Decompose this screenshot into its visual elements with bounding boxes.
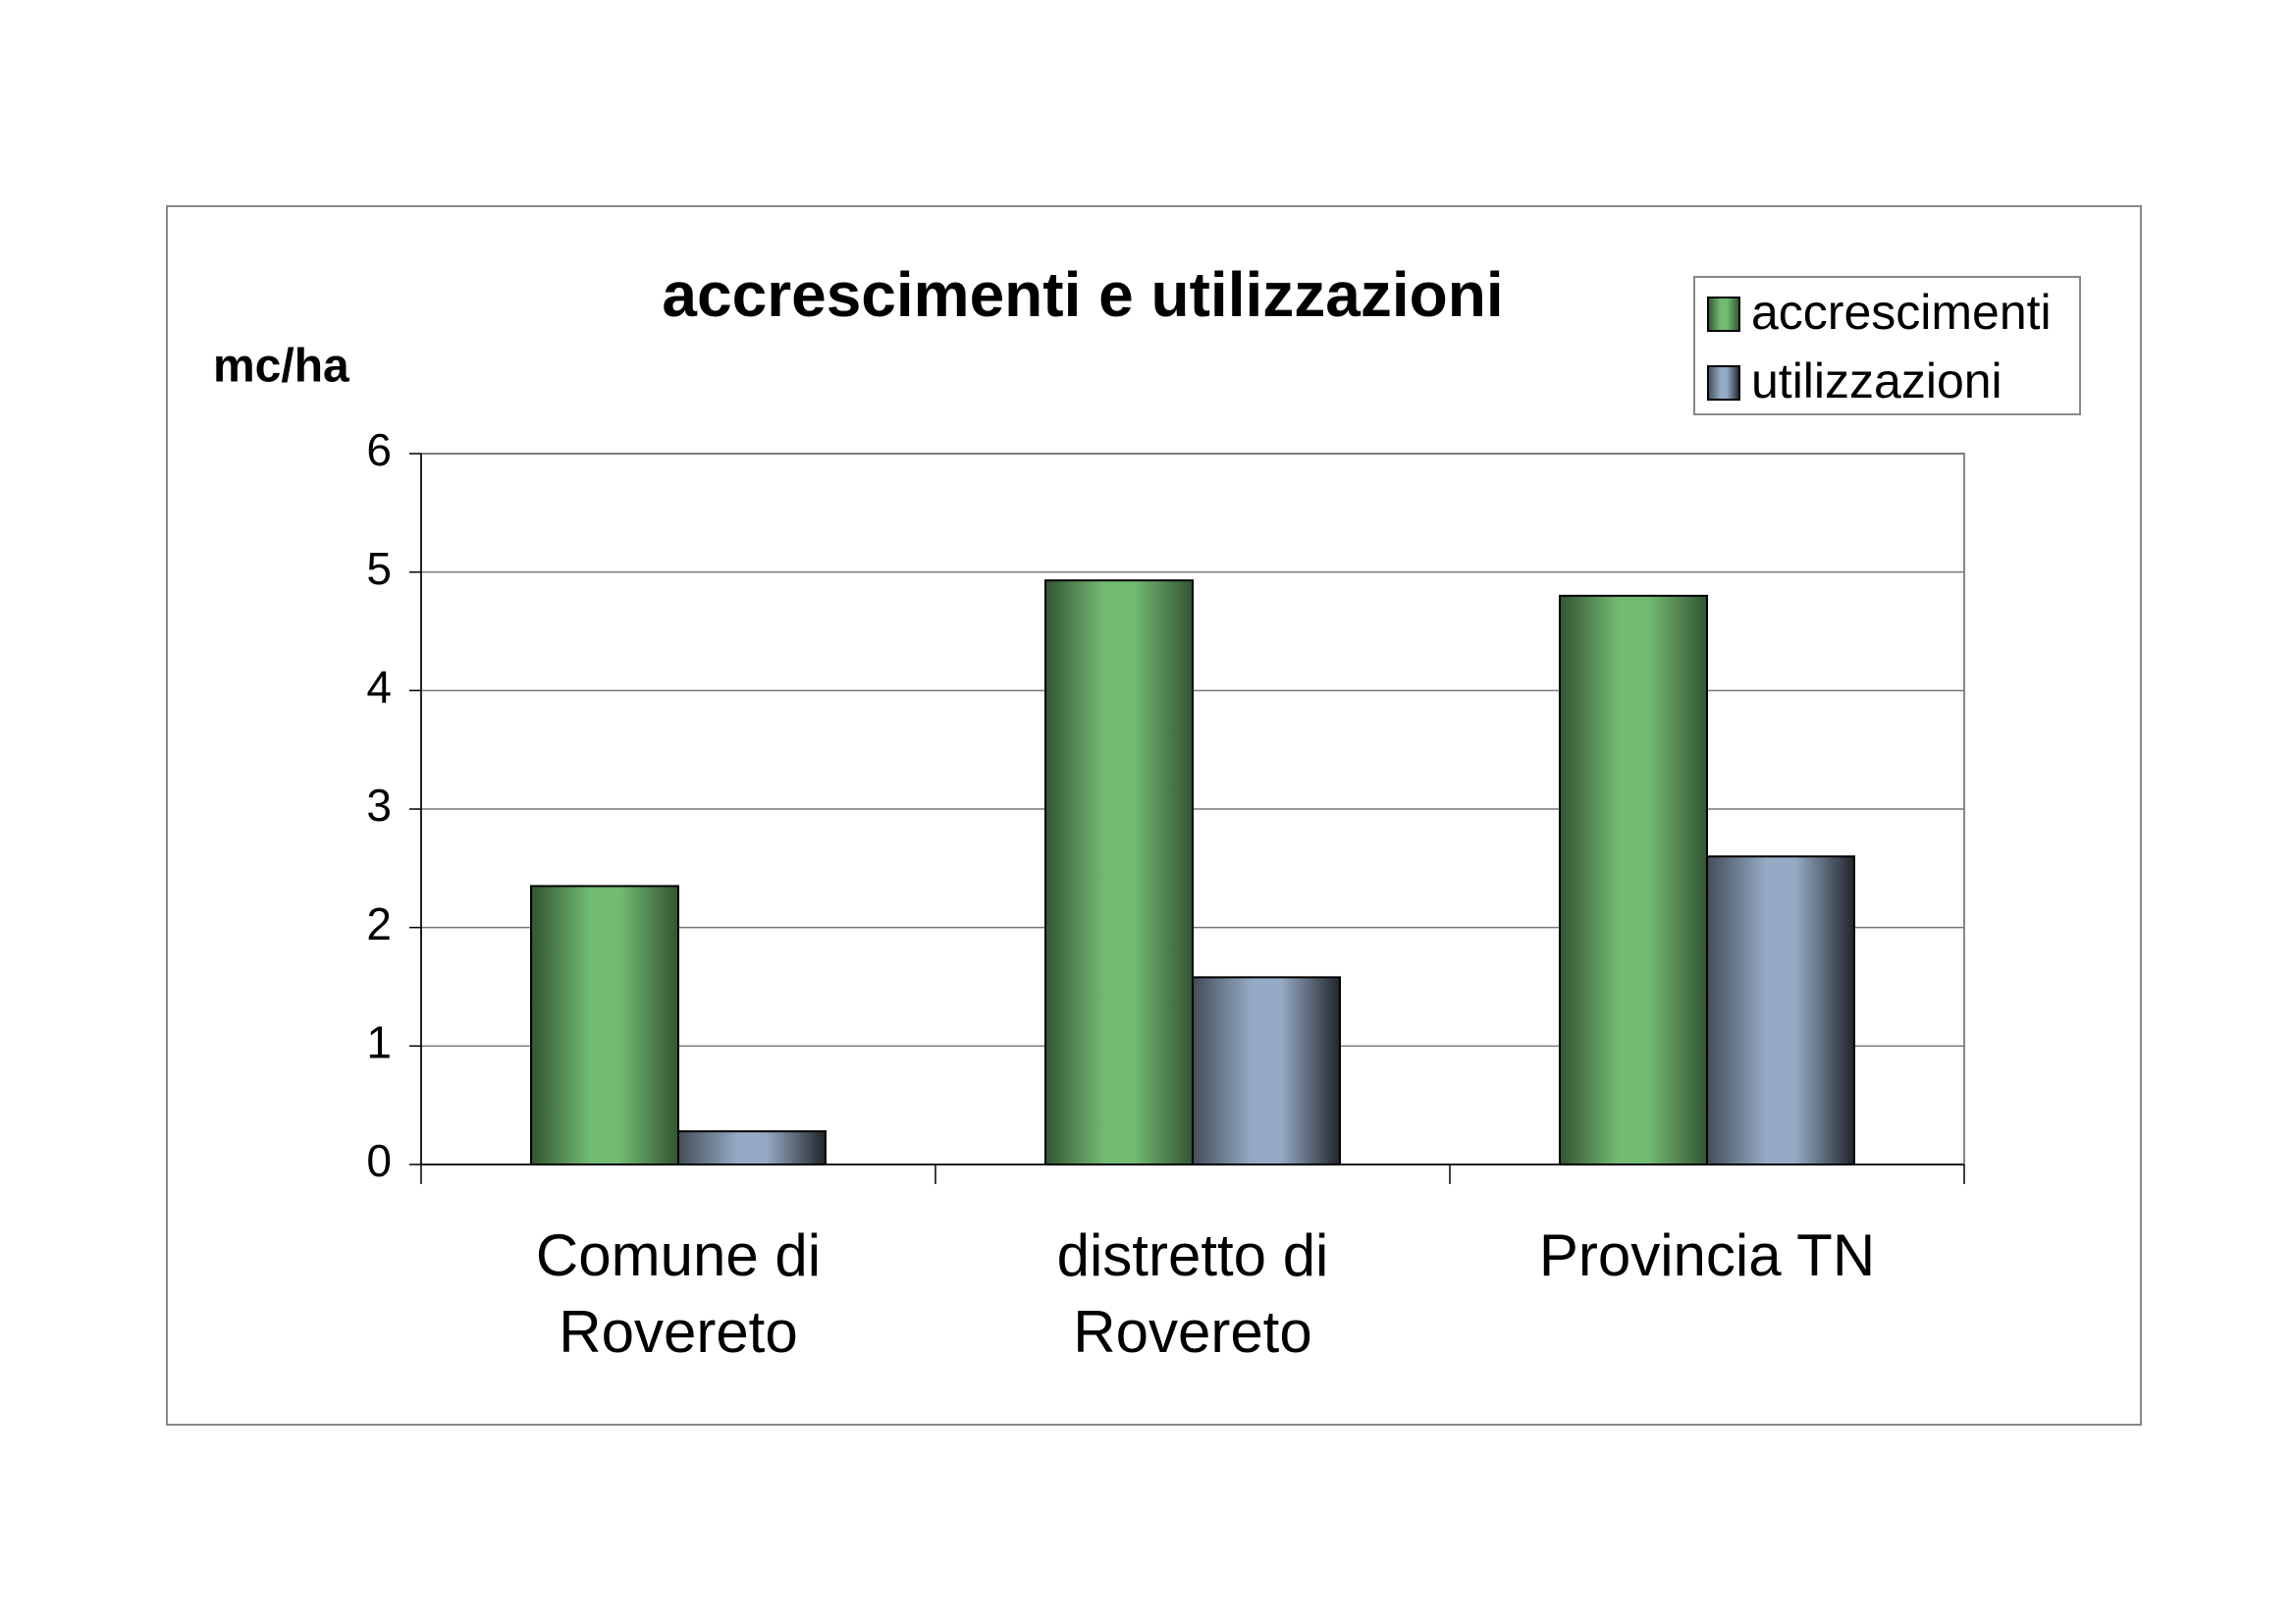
legend-swatch [1707, 365, 1740, 401]
x-tick-label: distretto di Rovereto [1056, 1222, 1329, 1365]
y-tick-label: 2 [366, 898, 392, 949]
y-tick-label: 4 [366, 661, 392, 712]
y-tick-label: 0 [366, 1135, 392, 1186]
bar [530, 885, 679, 1166]
bar [1706, 855, 1855, 1165]
legend-box [1693, 276, 2081, 415]
y-axis-label: mc/ha [213, 341, 349, 393]
y-tick-label: 6 [366, 424, 392, 475]
chart-title: accrescimenti e utilizzazioni [662, 259, 1503, 330]
y-tick-label: 3 [366, 780, 392, 831]
x-tick-label: Comune di Rovereto [535, 1222, 822, 1365]
bar [1559, 594, 1708, 1165]
legend-label: utilizzazioni [1751, 353, 2002, 408]
bar [677, 1130, 827, 1166]
x-tick-label: Provincia TN [1538, 1222, 1876, 1288]
y-tick-label: 5 [366, 543, 392, 594]
bar [1192, 976, 1341, 1166]
bar [1044, 579, 1194, 1165]
y-tick-label: 1 [366, 1016, 392, 1067]
legend-label: accrescimenti [1751, 285, 2052, 340]
legend-swatch [1707, 297, 1740, 332]
